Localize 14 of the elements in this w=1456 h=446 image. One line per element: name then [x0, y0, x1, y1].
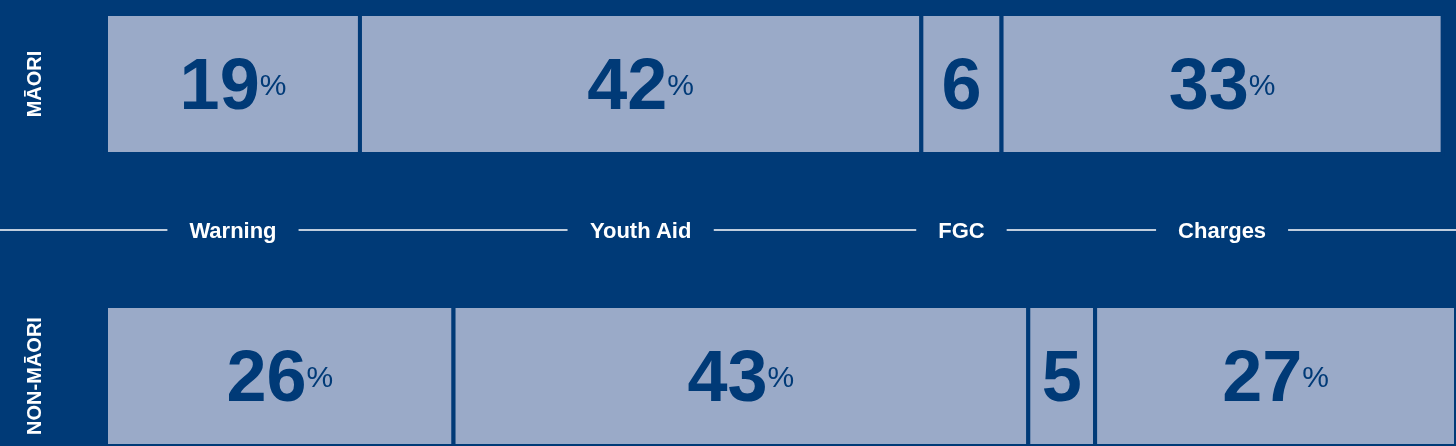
data-label: 43% — [687, 336, 795, 416]
data-label: 19% — [179, 44, 287, 124]
text: Warning — [189, 217, 277, 243]
text: Youth Aid — [589, 217, 692, 243]
data-label: 42% — [587, 44, 695, 124]
data-label: 6 — [941, 44, 982, 124]
data-label: 33% — [1168, 44, 1276, 124]
data-label: 27% — [1222, 336, 1329, 416]
data-label: 26% — [226, 336, 334, 416]
y-tick-label: NON-MĀORI — [23, 317, 45, 435]
y-tick-label: MĀORI — [23, 50, 45, 118]
data-label: 5 — [1041, 336, 1082, 416]
text: FGC — [938, 217, 985, 243]
text: Charges — [1178, 217, 1267, 243]
